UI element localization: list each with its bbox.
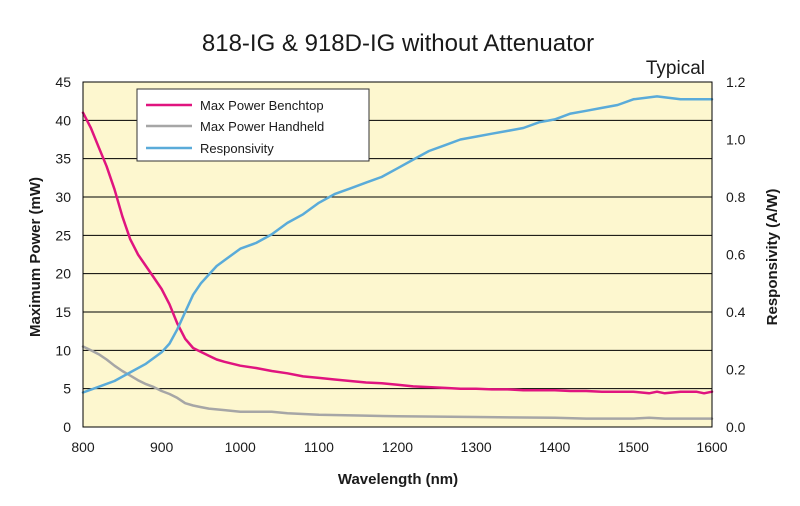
- y-tick-20: 20: [55, 266, 71, 282]
- legend-label-responsivity: Responsivity: [200, 141, 274, 156]
- y2-tick-1.2: 1.2: [726, 74, 746, 90]
- y-tick-5: 5: [63, 381, 71, 397]
- y-tick-45: 45: [55, 74, 71, 90]
- y2-axis-ticks: 0.0 0.2 0.4 0.6 0.8 1.0 1.2: [726, 74, 746, 435]
- y-tick-40: 40: [55, 112, 71, 128]
- series-line-max-power-handheld: [81, 345, 714, 420]
- y-tick-25: 25: [55, 227, 71, 243]
- y2-axis-label: Responsivity (A/W): [764, 189, 781, 326]
- x-tick-1500: 1500: [618, 439, 649, 455]
- y-tick-15: 15: [55, 304, 71, 320]
- x-tick-1200: 1200: [382, 439, 413, 455]
- plot-frame: [82, 81, 713, 428]
- x-tick-1100: 1100: [304, 439, 334, 455]
- series-line-max-power-benchtop: [81, 111, 714, 395]
- x-tick-1300: 1300: [461, 439, 492, 455]
- legend-label-handheld: Max Power Handheld: [200, 119, 324, 134]
- x-tick-1400: 1400: [539, 439, 570, 455]
- y-axis-label: Maximum Power (mW): [27, 177, 44, 337]
- x-axis-ticks: 800 900 1000 1100 1200 1300 1400 1500 1600: [71, 439, 727, 455]
- legend: Max Power Benchtop Max Power Handheld Re…: [136, 88, 370, 162]
- x-tick-1000: 1000: [225, 439, 256, 455]
- chart-subtitle: Typical: [646, 58, 705, 79]
- y-tick-10: 10: [55, 342, 71, 358]
- y-axis-ticks: 0 5 10 15 20 25 30 35 40 45: [55, 74, 71, 435]
- y2-tick-0.8: 0.8: [726, 189, 746, 205]
- y-tick-35: 35: [55, 151, 71, 167]
- x-tick-900: 900: [150, 439, 174, 455]
- y2-tick-0.4: 0.4: [726, 304, 746, 320]
- series-layer: [81, 95, 714, 420]
- y-tick-30: 30: [55, 189, 71, 205]
- chart-title: 818-IG & 918D-IG without Attenuator: [202, 30, 594, 57]
- x-axis-label: Wavelength (nm): [338, 471, 458, 488]
- y2-tick-0.2: 0.2: [726, 362, 746, 378]
- y2-tick-0.0: 0.0: [726, 419, 746, 435]
- x-tick-1600: 1600: [696, 439, 727, 455]
- legend-label-benchtop: Max Power Benchtop: [200, 98, 324, 113]
- series-line-responsivity: [81, 95, 714, 394]
- x-tick-800: 800: [71, 439, 95, 455]
- y-tick-0: 0: [63, 419, 71, 435]
- y2-tick-0.6: 0.6: [726, 247, 746, 263]
- y2-tick-1.0: 1.0: [726, 132, 746, 148]
